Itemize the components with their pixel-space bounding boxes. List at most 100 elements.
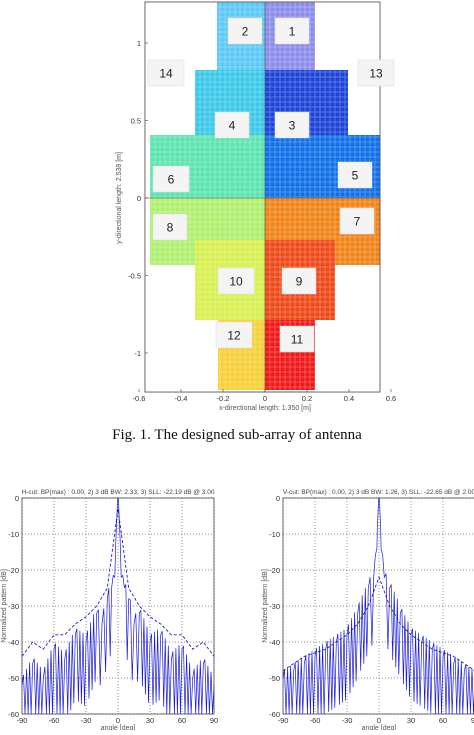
subarray-label-text: 8 xyxy=(167,221,174,235)
subarray-label-text: 13 xyxy=(369,67,383,81)
y-tick-label: -30 xyxy=(269,602,280,611)
subarray-label-13: 13 xyxy=(357,59,395,87)
subarray-label-box xyxy=(337,161,373,189)
x-tick-label: 0.6 xyxy=(386,394,396,403)
y-tick-label: -40 xyxy=(8,638,19,647)
y-tick-label: -50 xyxy=(269,674,280,683)
x-tick-label: -90 xyxy=(17,716,28,725)
subarray-label-box xyxy=(281,267,317,295)
y-tick-label: -0.5 xyxy=(128,272,141,281)
x-tick-label: -90 xyxy=(278,716,289,725)
x-tick-label: -0.2 xyxy=(217,394,230,403)
y-tick-label: -20 xyxy=(8,566,19,575)
plot-title: H-cut: BP(max) : 0.00, 2) 3 dB BW: 2.33,… xyxy=(22,489,215,496)
x-tick-label: 0 xyxy=(377,716,381,725)
series-line-solid xyxy=(21,496,215,715)
y-axis-label: y-directional length: 2.538 [m] xyxy=(116,152,123,244)
subarray-label-box xyxy=(152,165,190,193)
plot-title: V-cut: BP(max) : 0.00, 2) 3 dB BW: 1.26,… xyxy=(283,489,474,496)
x-tick-label: 30 xyxy=(146,716,154,725)
subarray-label-text: 1 xyxy=(289,25,296,39)
subarray-label-3: 3 xyxy=(274,111,310,139)
shape-mask xyxy=(145,2,380,392)
subarray-label-text: 7 xyxy=(354,215,361,229)
figure-subarray: 2 1 14 13 4 3 6 5 8 7 10 9 12 11 -0.6 -0.4 -0.2 0 0.2 0.4 0.… xyxy=(116,1,396,412)
subarray-label-box xyxy=(339,207,375,235)
subarray-label-4: 4 xyxy=(214,111,250,139)
x-tick-label: 90 xyxy=(471,716,474,725)
subarray-label-12: 12 xyxy=(215,321,253,349)
y-tick-label: -1 xyxy=(134,349,141,358)
subarray-label-6: 6 xyxy=(152,165,190,193)
subarray-label-text: 5 xyxy=(352,169,359,183)
x-tick-label: 0.4 xyxy=(344,394,354,403)
subarray-label-box xyxy=(215,321,253,349)
x-tick-label: 90 xyxy=(210,716,218,725)
subarray-label-text: 11 xyxy=(291,333,304,347)
y-tick-label: 0 xyxy=(137,194,141,203)
y-tick-label: 0 xyxy=(276,494,280,503)
y-tick-label: -30 xyxy=(8,602,19,611)
y-tick-label: -50 xyxy=(8,674,19,683)
subarray-label-8: 8 xyxy=(152,213,188,241)
y-axis-label: Normalized pattern [dB] xyxy=(1,569,8,643)
subarray-label-text: 3 xyxy=(289,119,296,133)
y-tick-label: 1 xyxy=(137,39,141,48)
x-tick-label: -60 xyxy=(49,716,60,725)
y-tick-label: 0.5 xyxy=(131,117,141,126)
subarray-label-2: 2 xyxy=(227,17,263,45)
plot-border xyxy=(144,1,381,393)
x-tick-label: 30 xyxy=(407,716,415,725)
x-axis-label: x-directional length: 1.350 [m] xyxy=(219,405,311,412)
subarray-label-text: 4 xyxy=(229,119,236,133)
subarray-label-5: 5 xyxy=(337,161,373,189)
subarray-label-11: 11 xyxy=(279,325,315,353)
figure-caption: Fig. 1. The designed sub-array of antenn… xyxy=(112,427,362,443)
y-axis-label: Normalized pattern [dB] xyxy=(262,569,269,643)
subarray-label-14: 14 xyxy=(147,59,185,87)
v-cut-chart: V-cut: BP(max) : 0.00, 2) 3 dB BW: 1.26,… xyxy=(262,489,474,732)
subarray-label-10: 10 xyxy=(217,267,255,295)
x-tick-label: -30 xyxy=(342,716,353,725)
subarray-label-9: 9 xyxy=(281,267,317,295)
series-line-solid xyxy=(282,496,474,715)
x-tick-label: -0.4 xyxy=(175,394,188,403)
x-axis-label: angle [deg] xyxy=(101,725,136,730)
x-tick-label: -0.6 xyxy=(133,394,146,403)
x-tick-label: 0.2 xyxy=(302,394,312,403)
subarray-label-1: 1 xyxy=(274,17,310,45)
subarray-label-box xyxy=(147,59,185,87)
subarray-label-box xyxy=(152,213,188,241)
subarray-label-box xyxy=(217,267,255,295)
subarray-label-box xyxy=(227,17,263,45)
y-tick-label: -20 xyxy=(269,566,280,575)
subarray-label-text: 9 xyxy=(296,275,303,289)
subarray-label-text: 10 xyxy=(229,275,243,289)
y-tick-label: -10 xyxy=(269,530,280,539)
x-axis-label: angle [deg] xyxy=(362,725,397,730)
h-cut-chart: H-cut: BP(max) : 0.00, 2) 3 dB BW: 2.33,… xyxy=(1,489,218,732)
subarray-label-7: 7 xyxy=(339,207,375,235)
y-tick-label: -60 xyxy=(8,710,19,719)
x-tick-label: -60 xyxy=(310,716,321,725)
x-tick-label: -30 xyxy=(81,716,92,725)
subarray-label-text: 2 xyxy=(242,25,249,39)
x-tick-label: 0 xyxy=(116,716,120,725)
plot-h-cut: H-cut: BP(max) : 0.00, 2) 3 dB BW: 2.33,… xyxy=(0,470,237,732)
y-tick-label: -60 xyxy=(269,710,280,719)
y-tick-label: -40 xyxy=(269,638,280,647)
subarray-label-box xyxy=(279,325,315,353)
x-tick-label: 60 xyxy=(439,716,447,725)
x-tick-label: 0 xyxy=(263,394,267,403)
x-tick-label: 60 xyxy=(178,716,186,725)
subarray-label-box xyxy=(214,111,250,139)
plot-v-cut: V-cut: BP(max) : 0.00, 2) 3 dB BW: 1.26,… xyxy=(237,470,474,732)
subarray-label-box xyxy=(357,59,395,87)
subarray-map: 2 114 134 36 58 710 912 11-0.6 -0.4 -0.2 0 0.2 0.4 0.… xyxy=(116,1,396,412)
subarray-label-text: 14 xyxy=(159,67,173,81)
series-line-dashed xyxy=(282,575,474,672)
subarray-label-box xyxy=(274,17,310,45)
y-tick-label: -10 xyxy=(8,530,19,539)
subarray-label-text: 12 xyxy=(227,329,241,343)
subarray-label-box xyxy=(274,111,310,139)
